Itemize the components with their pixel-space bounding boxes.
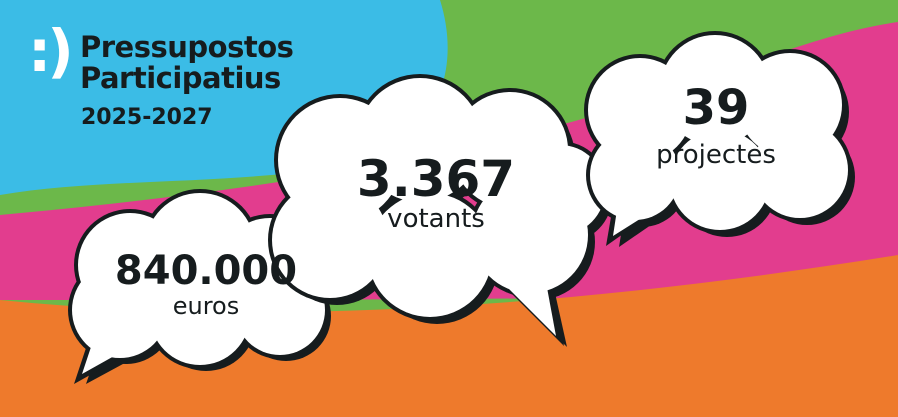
smiley-icon: :) (28, 17, 74, 85)
stat-label-euros: euros (172, 292, 240, 320)
logo-years: 2025-2027 (81, 105, 213, 130)
logo-title: Pressupostos Participatius (80, 30, 294, 95)
title-line-1: Pressupostos (80, 30, 294, 64)
stat-value-euros: 840.000 (114, 248, 298, 294)
orange-band (0, 255, 898, 417)
stat-label-votants: votants (387, 204, 485, 234)
stat-label-projectes: projectes (656, 140, 776, 170)
stat-value-votants: 3.367 (356, 150, 516, 208)
speech-bubble-votants (268, 74, 612, 347)
title-line-2: Participatius (80, 61, 281, 95)
stat-value-projectes: 39 (682, 80, 750, 136)
speech-bubble-projectes (584, 31, 855, 247)
